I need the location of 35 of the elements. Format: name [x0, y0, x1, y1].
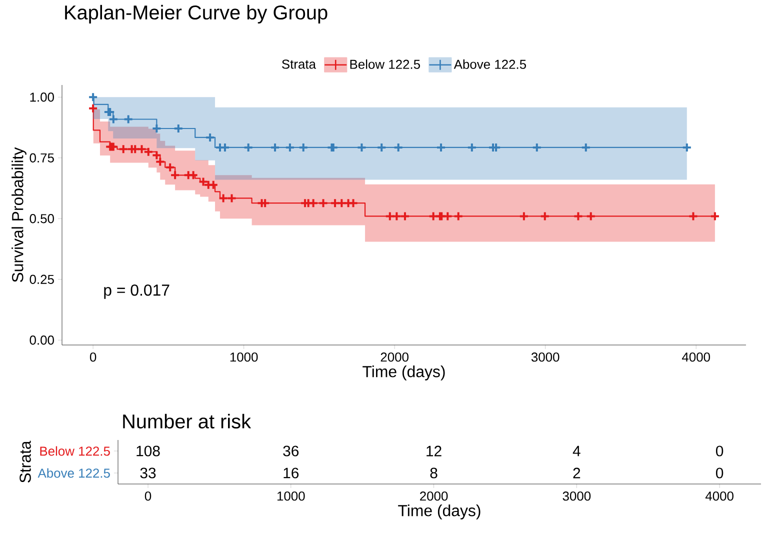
x-tick-label: 0 — [90, 352, 96, 362]
chart-title: Kaplan-Meier Curve by Group — [65, 4, 328, 24]
x-tick-label: 3000 — [531, 352, 560, 362]
y-tick-label: 0.75 — [30, 153, 54, 162]
data-label: 8 — [430, 468, 438, 478]
legend-label: Below 122.5 — [350, 59, 420, 69]
x-tick-label: 2000 — [420, 492, 448, 501]
x-tick-label: 4000 — [682, 352, 710, 362]
x-tick-label: 1000 — [277, 492, 305, 501]
data-label: 0 — [716, 468, 724, 478]
y-tick-label: 0.50 — [30, 214, 54, 224]
y-tick-label: 1.00 — [30, 92, 54, 102]
x-tick-label: 4000 — [705, 492, 734, 501]
x-tick-label: 2000 — [380, 352, 408, 362]
annotation: p = 0.017 — [104, 284, 170, 299]
legend-label: Above 122.5 — [454, 59, 526, 69]
y-tick-label: 0.25 — [30, 274, 54, 284]
data-label: 2 — [573, 468, 580, 478]
data-label: 4 — [572, 446, 580, 456]
x-tick-label: 1000 — [230, 352, 258, 362]
x-axis-title: Time (days) — [398, 504, 480, 520]
chart-title: Number at risk — [123, 414, 252, 428]
y-tick-label: 0.00 — [30, 336, 54, 345]
data-label: 16 — [284, 468, 299, 478]
data-label: 33 — [140, 468, 156, 478]
x-tick-label: 0 — [144, 492, 152, 501]
data-label: 36 — [283, 446, 299, 456]
data-label: 0 — [716, 446, 724, 456]
legend-title: Strata — [282, 60, 316, 69]
y-axis-title: Survival Probability — [12, 147, 26, 282]
y-axis-title: Strata — [20, 440, 31, 483]
x-axis-title: Time (days) — [362, 366, 445, 380]
data-label: 108 — [136, 446, 160, 456]
x-tick-label: 3000 — [562, 492, 591, 501]
data-label: 12 — [426, 446, 442, 456]
